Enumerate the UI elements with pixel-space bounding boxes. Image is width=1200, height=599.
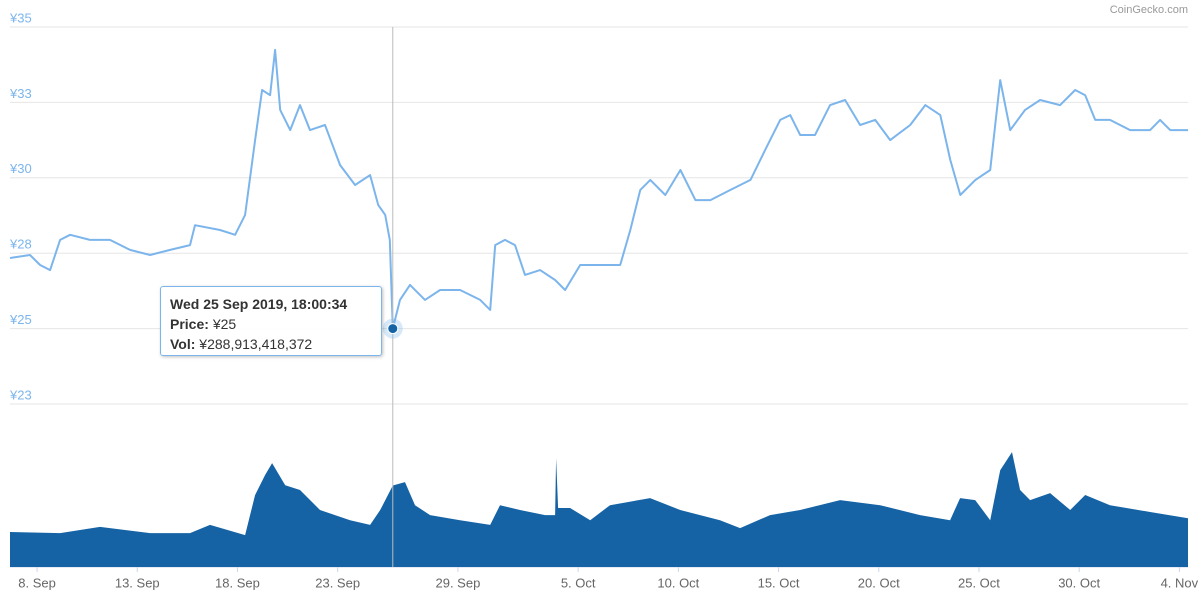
x-tick-label: 30. Oct	[1058, 575, 1100, 590]
tooltip: Wed 25 Sep 2019, 18:00:34 Price: ¥25 Vol…	[160, 286, 382, 356]
volume-area	[10, 452, 1188, 567]
x-tick-label: 29. Sep	[435, 575, 480, 590]
tooltip-price-label: Price:	[170, 316, 209, 332]
y-tick-label: ¥35	[9, 10, 32, 25]
tooltip-price-value: ¥25	[212, 316, 237, 332]
x-tick-label: 15. Oct	[758, 575, 800, 590]
y-tick-label: ¥33	[9, 86, 32, 101]
x-tick-label: 25. Oct	[958, 575, 1000, 590]
hover-point	[387, 323, 399, 335]
price-line	[9, 48, 1188, 330]
tooltip-date-text: Wed 25 Sep 2019, 18:00:34	[170, 296, 348, 312]
y-tick-label: ¥25	[9, 312, 32, 327]
watermark: CoinGecko.com	[1110, 4, 1188, 16]
x-tick-label: 23. Sep	[315, 575, 360, 590]
tooltip-date: Wed 25 Sep 2019, 18:00:34	[170, 294, 372, 314]
y-tick-label: ¥30	[9, 161, 32, 176]
x-tick-label: 4. Nov	[1161, 575, 1199, 590]
x-tick-label: 18. Sep	[215, 575, 260, 590]
x-tick-label: 5. Oct	[561, 575, 596, 590]
x-tick-label: 13. Sep	[115, 575, 160, 590]
tooltip-vol-label: Vol:	[170, 336, 196, 352]
tooltip-price: Price: ¥25	[170, 314, 372, 334]
tooltip-vol: Vol: ¥288,913,418,372	[170, 334, 372, 354]
x-tick-label: 20. Oct	[858, 575, 900, 590]
y-tick-label: ¥28	[9, 237, 32, 252]
x-tick-label: 10. Oct	[657, 575, 699, 590]
x-tick-label: 8. Sep	[18, 575, 56, 590]
y-tick-label: ¥23	[9, 387, 32, 402]
tooltip-vol-value: ¥288,913,418,372	[199, 336, 313, 352]
